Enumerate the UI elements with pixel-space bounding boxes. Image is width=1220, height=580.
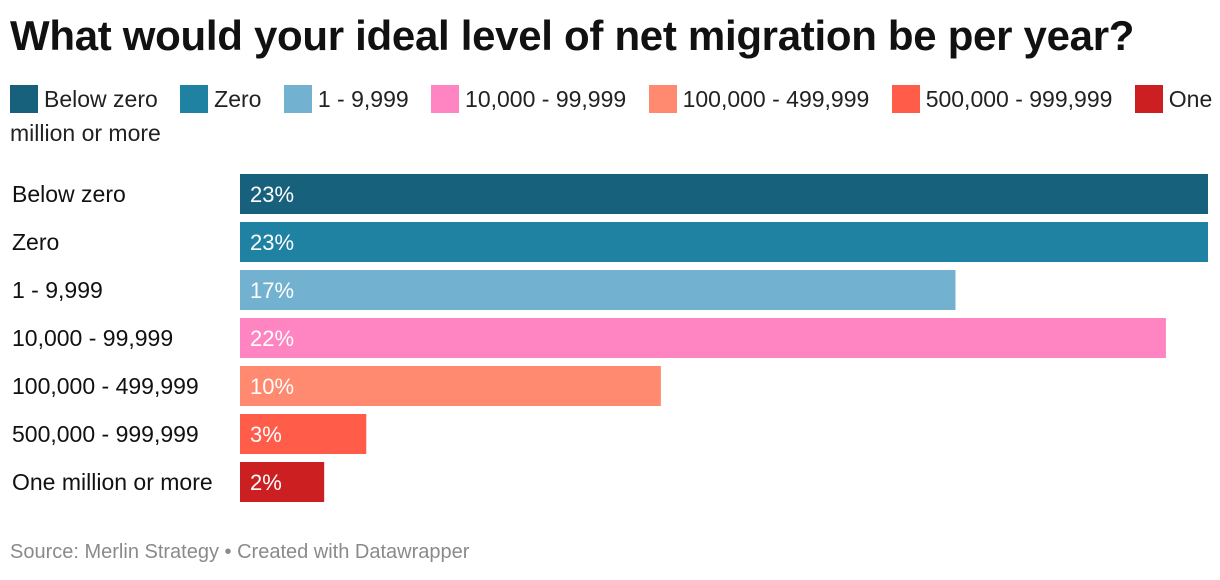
legend-label: 500,000 - 999,999 bbox=[925, 86, 1113, 112]
source-credit: Source: Merlin Strategy • Created with D… bbox=[10, 541, 470, 563]
value-label-one-million-or-more: 2% bbox=[250, 470, 282, 495]
legend-swatch-below-zero bbox=[10, 85, 38, 113]
category-label-100-000-499-999: 100,000 - 499,999 bbox=[12, 373, 199, 399]
category-label-below-zero: Below zero bbox=[12, 181, 126, 207]
category-label-one-million-or-more: One million or more bbox=[12, 469, 213, 495]
category-label-500-000-999-999: 500,000 - 999,999 bbox=[12, 421, 199, 447]
value-label-zero: 23% bbox=[250, 230, 294, 255]
legend-swatch-10000-99999 bbox=[431, 85, 460, 113]
legend-swatch-one-million-or-more bbox=[1134, 85, 1163, 113]
legend-swatch-500000-999999 bbox=[891, 85, 920, 113]
legend-swatch-100000-499999 bbox=[648, 85, 677, 113]
category-label-zero: Zero bbox=[12, 229, 59, 255]
legend-label: 100,000 - 499,999 bbox=[682, 86, 870, 112]
value-label-below-zero: 23% bbox=[250, 182, 294, 207]
bar-zero bbox=[240, 222, 1208, 262]
value-label-1-9-999: 17% bbox=[250, 278, 294, 303]
bar-1-9-999 bbox=[240, 270, 956, 310]
legend-item-500000-999999: 500,000 - 999,999 bbox=[891, 85, 1113, 113]
bar-below-zero bbox=[240, 174, 1208, 214]
legend-item-below-zero: Below zero bbox=[10, 85, 158, 113]
value-label-500-000-999-999: 3% bbox=[250, 422, 282, 447]
legend-item-100000-499999: 100,000 - 499,999 bbox=[648, 85, 870, 113]
legend-swatch-1-9999 bbox=[283, 85, 312, 113]
legend-label: Below zero bbox=[44, 86, 158, 112]
legend-label: 1 - 9,999 bbox=[317, 86, 409, 112]
legend-swatch-zero bbox=[180, 85, 209, 113]
legend-label: One million or more bbox=[10, 86, 1213, 146]
bar-one-million-or-more bbox=[240, 462, 325, 502]
bar-10-000-99-999 bbox=[240, 318, 1166, 358]
value-label-100-000-499-999: 10% bbox=[250, 374, 294, 399]
chart-title: What would your ideal level of net migra… bbox=[10, 12, 1135, 59]
legend-item-one-million-or-more: One million or more bbox=[10, 85, 1213, 146]
bar-100-000-499-999 bbox=[240, 366, 661, 406]
legend-item-1-9999: 1 - 9,999 bbox=[283, 85, 409, 113]
legend-item-zero: Zero bbox=[180, 85, 262, 113]
legend-label: Zero bbox=[214, 86, 262, 112]
category-label-10-000-99-999: 10,000 - 99,999 bbox=[12, 325, 173, 351]
legend: Below zero Zero 1 - 9,999 10,000 - 99,99… bbox=[10, 82, 1215, 150]
legend-item-10000-99999: 10,000 - 99,999 bbox=[431, 85, 627, 113]
value-label-10-000-99-999: 22% bbox=[250, 326, 294, 351]
bar-500-000-999-999 bbox=[240, 414, 367, 454]
category-label-1-9-999: 1 - 9,999 bbox=[12, 277, 103, 303]
legend-label: 10,000 - 99,999 bbox=[465, 86, 627, 112]
